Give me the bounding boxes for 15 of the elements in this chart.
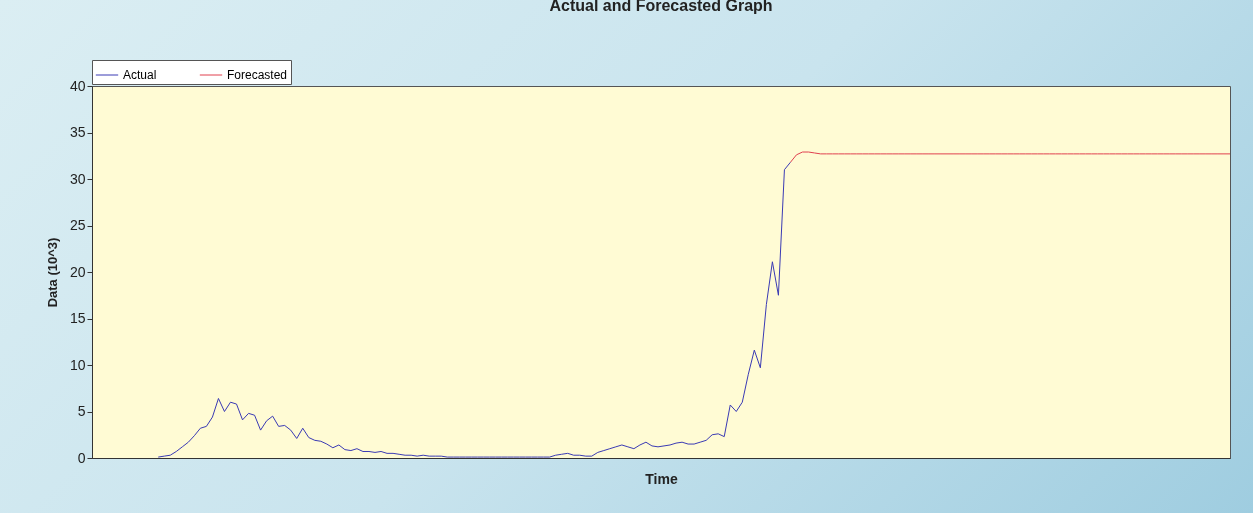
line-series bbox=[789, 151, 1231, 163]
y-tick-label: 40 bbox=[69, 77, 86, 94]
y-tick-label: 5 bbox=[77, 403, 86, 419]
line-series bbox=[157, 161, 791, 458]
legend-label: Forecasted bbox=[227, 68, 288, 82]
y-tick-label: 25 bbox=[69, 217, 86, 233]
y-tick-label: 0 bbox=[77, 449, 86, 466]
y-tick-label: 30 bbox=[69, 170, 86, 187]
x-axis-title: Time bbox=[645, 470, 678, 487]
y-tick-label: 35 bbox=[69, 124, 86, 140]
y-tick-label: 15 bbox=[69, 310, 86, 326]
y-axis-title: Data (10^3) bbox=[44, 237, 60, 308]
y-tick-label: 20 bbox=[69, 263, 86, 280]
y-tick-label: 10 bbox=[69, 356, 86, 373]
legend-label: Actual bbox=[123, 68, 157, 82]
